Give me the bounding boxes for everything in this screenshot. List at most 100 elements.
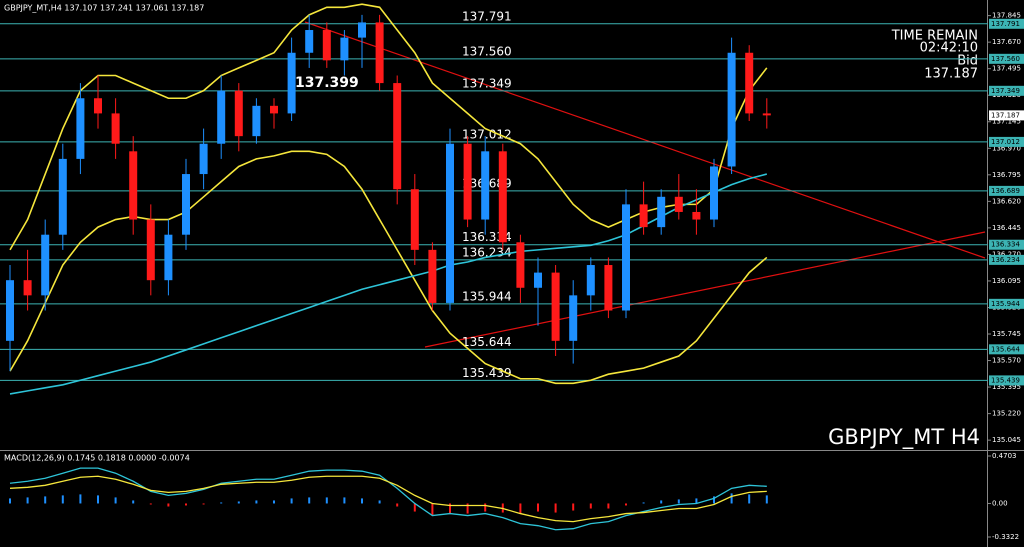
level-box bbox=[989, 375, 1024, 386]
candle-body bbox=[146, 219, 155, 281]
level-box-label: 137.560 bbox=[991, 55, 1020, 63]
candle-body bbox=[463, 143, 472, 220]
level-box-label: 136.234 bbox=[991, 256, 1020, 264]
price-box-label: 137.187 bbox=[991, 111, 1020, 119]
candle-body bbox=[41, 234, 50, 296]
level-box bbox=[989, 185, 1024, 196]
candle-body bbox=[727, 52, 736, 167]
y-tick-label: 135.570 bbox=[992, 357, 1021, 365]
histogram-bar bbox=[677, 499, 680, 504]
level-box bbox=[989, 254, 1024, 265]
candle-body bbox=[604, 265, 613, 311]
candle-body bbox=[58, 158, 67, 235]
histogram-bar bbox=[589, 503, 592, 509]
histogram-bar bbox=[413, 503, 416, 512]
histogram-bar bbox=[44, 496, 47, 504]
candle-body bbox=[762, 113, 771, 116]
candle-body bbox=[692, 211, 701, 220]
histogram-bar bbox=[748, 494, 751, 504]
bid-label: Bid bbox=[957, 54, 978, 69]
y-tick-label: 137.670 bbox=[992, 38, 1021, 46]
y-tick-label: 137.845 bbox=[992, 12, 1021, 20]
candle-body bbox=[199, 143, 208, 175]
histogram-bar bbox=[484, 503, 487, 512]
header: GBPJPY_MT,H4 137.107 137.241 137.061 137… bbox=[4, 4, 204, 13]
level-label: 135.439 bbox=[462, 366, 512, 380]
level-label: 135.644 bbox=[462, 335, 512, 349]
level-label: 137.791 bbox=[462, 9, 512, 23]
candle-body bbox=[94, 98, 102, 114]
histogram-bar bbox=[325, 497, 328, 504]
histogram-bar bbox=[220, 502, 223, 504]
level-box-label: 135.644 bbox=[991, 345, 1020, 353]
candle-body bbox=[375, 22, 384, 84]
y-tick-label: 135.745 bbox=[992, 330, 1021, 338]
time-label: TIME REMAIN bbox=[891, 29, 978, 44]
y-tick-label: 136.620 bbox=[992, 197, 1021, 205]
level-label: 136.234 bbox=[462, 245, 512, 259]
histogram-bar bbox=[61, 495, 64, 504]
histogram-bar bbox=[695, 498, 698, 504]
indicator-line bbox=[9, 173, 768, 395]
candle-body bbox=[305, 30, 314, 53]
time: 02:42:10 bbox=[920, 41, 978, 56]
histogram-bar bbox=[132, 500, 135, 504]
level-box bbox=[989, 298, 1024, 309]
candle-body bbox=[270, 105, 278, 114]
candle-body bbox=[710, 166, 718, 220]
level-label: 137.560 bbox=[462, 44, 512, 58]
y-tick-label: 136.795 bbox=[992, 171, 1021, 179]
histogram-bar bbox=[149, 503, 152, 505]
candle-body bbox=[129, 151, 138, 220]
candle-body bbox=[622, 204, 630, 311]
level-box-label: 137.349 bbox=[991, 87, 1020, 95]
y-tick-label: 136.095 bbox=[992, 277, 1021, 285]
y-tick-label: 0.4703 bbox=[992, 452, 1017, 460]
candle-body bbox=[516, 242, 525, 288]
histogram-bar bbox=[466, 503, 469, 514]
level-label: 137.012 bbox=[462, 127, 512, 141]
histogram-bar bbox=[449, 503, 451, 514]
histogram-bar bbox=[730, 493, 733, 504]
histogram-bar bbox=[519, 503, 522, 514]
level-box bbox=[989, 239, 1024, 250]
candle-body bbox=[446, 143, 454, 303]
y-tick-label: 137.145 bbox=[992, 118, 1021, 126]
candle-body bbox=[586, 265, 595, 296]
candle-body bbox=[322, 30, 331, 61]
candle-body bbox=[498, 151, 507, 243]
candle-body bbox=[674, 196, 683, 212]
histogram-bar bbox=[660, 500, 663, 504]
level-box-label: 136.689 bbox=[991, 187, 1020, 195]
candle-body bbox=[639, 204, 648, 228]
candle-body bbox=[534, 272, 542, 288]
candle-body bbox=[182, 174, 190, 235]
histogram-bar bbox=[537, 503, 539, 512]
indicator-line bbox=[9, 475, 767, 523]
y-tick-label: 135.220 bbox=[992, 410, 1021, 418]
histogram-bar bbox=[765, 495, 768, 504]
candle-body bbox=[217, 90, 226, 144]
trend-line bbox=[304, 21, 986, 259]
y-tick-label: 136.270 bbox=[992, 250, 1021, 258]
y-tick-label: 135.395 bbox=[992, 383, 1021, 391]
level-box-label: 137.791 bbox=[991, 20, 1020, 28]
y-tick-label: 137.495 bbox=[992, 65, 1021, 73]
candle-body bbox=[340, 37, 349, 61]
histogram-bar bbox=[607, 503, 610, 509]
histogram-bar bbox=[554, 503, 557, 513]
histogram-bar bbox=[114, 497, 117, 504]
candle-body bbox=[111, 113, 120, 144]
histogram-bar bbox=[343, 497, 346, 504]
candle-body bbox=[358, 22, 366, 38]
histogram-bar bbox=[396, 503, 399, 507]
histogram-bar bbox=[202, 503, 205, 505]
level-box bbox=[989, 136, 1024, 147]
level-label: 135.944 bbox=[462, 289, 512, 303]
histogram-bar bbox=[273, 500, 275, 504]
y-tick-label: 135.045 bbox=[992, 436, 1021, 444]
histogram-bar bbox=[713, 496, 715, 504]
histogram-bar bbox=[361, 498, 363, 504]
price-box bbox=[989, 110, 1024, 121]
level-box-label: 136.334 bbox=[991, 241, 1020, 249]
